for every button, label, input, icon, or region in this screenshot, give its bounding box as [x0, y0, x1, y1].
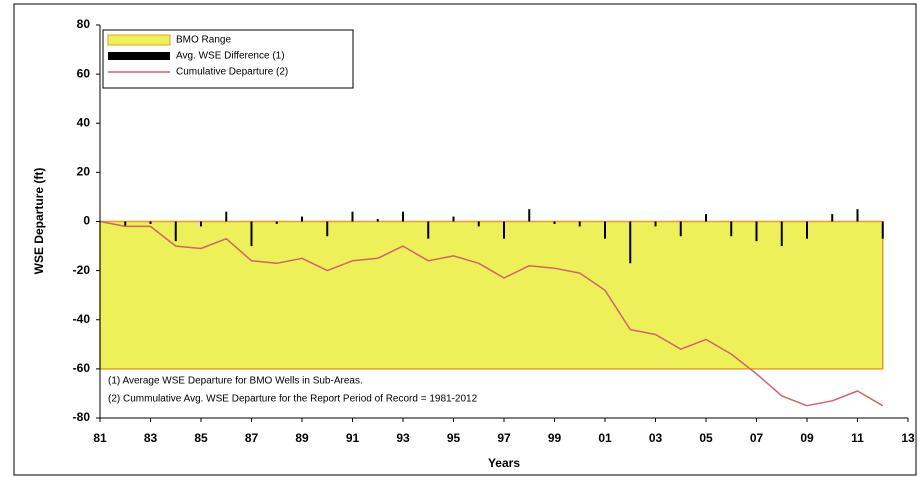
bar: [503, 221, 505, 239]
legend-swatch: [108, 52, 170, 60]
bar: [427, 221, 430, 239]
bar: [705, 214, 707, 222]
x-tick-label: 89: [295, 431, 309, 445]
legend-label: Cumulative Departure (2): [176, 67, 288, 78]
bar: [477, 221, 480, 227]
x-tick-label: 85: [194, 431, 208, 445]
bar: [831, 214, 834, 222]
bar: [301, 216, 303, 222]
x-tick-label: 97: [497, 431, 511, 445]
bar: [402, 211, 404, 222]
bar: [730, 221, 733, 237]
x-tick-label: 05: [699, 431, 713, 445]
x-tick-label: 83: [144, 431, 158, 445]
bar: [351, 211, 354, 222]
bar: [250, 221, 253, 247]
bar: [780, 221, 783, 247]
y-tick-label: 60: [77, 66, 91, 80]
bar: [755, 221, 758, 242]
x-tick-label: 95: [447, 431, 461, 445]
bar: [200, 221, 202, 227]
bar: [578, 221, 581, 227]
plot-area: [99, 209, 884, 407]
bar: [604, 221, 606, 239]
legend: BMO Range Avg. WSE Difference (1) Cumulati…: [102, 29, 354, 89]
x-tick-label: 03: [649, 431, 663, 445]
x-tick-label: 07: [750, 431, 764, 445]
x-tick-label: 93: [396, 431, 410, 445]
x-tick-label: 81: [93, 431, 107, 445]
bar: [149, 221, 152, 224]
range-area: [99, 220, 884, 370]
bar: [225, 211, 228, 222]
bar: [326, 221, 329, 237]
legend-label: Avg. WSE Difference (1): [176, 51, 285, 62]
note: (2) Cummulative Avg. WSE Departure for t…: [108, 394, 478, 405]
y-tick-label: -80: [73, 410, 91, 424]
bar: [654, 221, 657, 227]
legend-label: BMO Range: [176, 35, 231, 46]
y-axis-label: WSE Departure (ft): [32, 168, 46, 275]
bar: [806, 221, 808, 239]
x-tick-label: 11: [851, 431, 864, 445]
x-tick-label: 99: [548, 431, 562, 445]
x-tick-label: 09: [800, 431, 814, 445]
bar: [881, 221, 884, 239]
line: [99, 220, 884, 407]
bar: [856, 209, 859, 222]
bar: [679, 221, 682, 237]
x-tick-label: 87: [245, 431, 259, 445]
y-tick-label: 0: [83, 214, 90, 228]
note: (1) Average WSE Departure for BMO Wells …: [108, 376, 363, 387]
bar: [553, 221, 556, 224]
x-tick-label: 01: [598, 431, 612, 445]
y-tick-label: 80: [77, 17, 91, 31]
legend-swatch: [107, 34, 171, 46]
bar: [452, 216, 455, 222]
bar: [124, 221, 127, 227]
y-tick-label: -20: [73, 263, 91, 277]
y-tick-label: -60: [73, 361, 91, 375]
y-tick-label: 20: [77, 165, 91, 179]
y-tick-label: -40: [73, 312, 91, 326]
bar: [528, 209, 531, 222]
bar: [275, 221, 278, 224]
x-tick-label: 13: [901, 431, 915, 445]
y-tick-label: 40: [77, 115, 91, 129]
x-axis-label: Years: [488, 456, 520, 470]
x-tick-label: 91: [346, 431, 360, 445]
bar: [174, 221, 177, 242]
bar: [629, 221, 632, 264]
bar: [376, 219, 379, 222]
